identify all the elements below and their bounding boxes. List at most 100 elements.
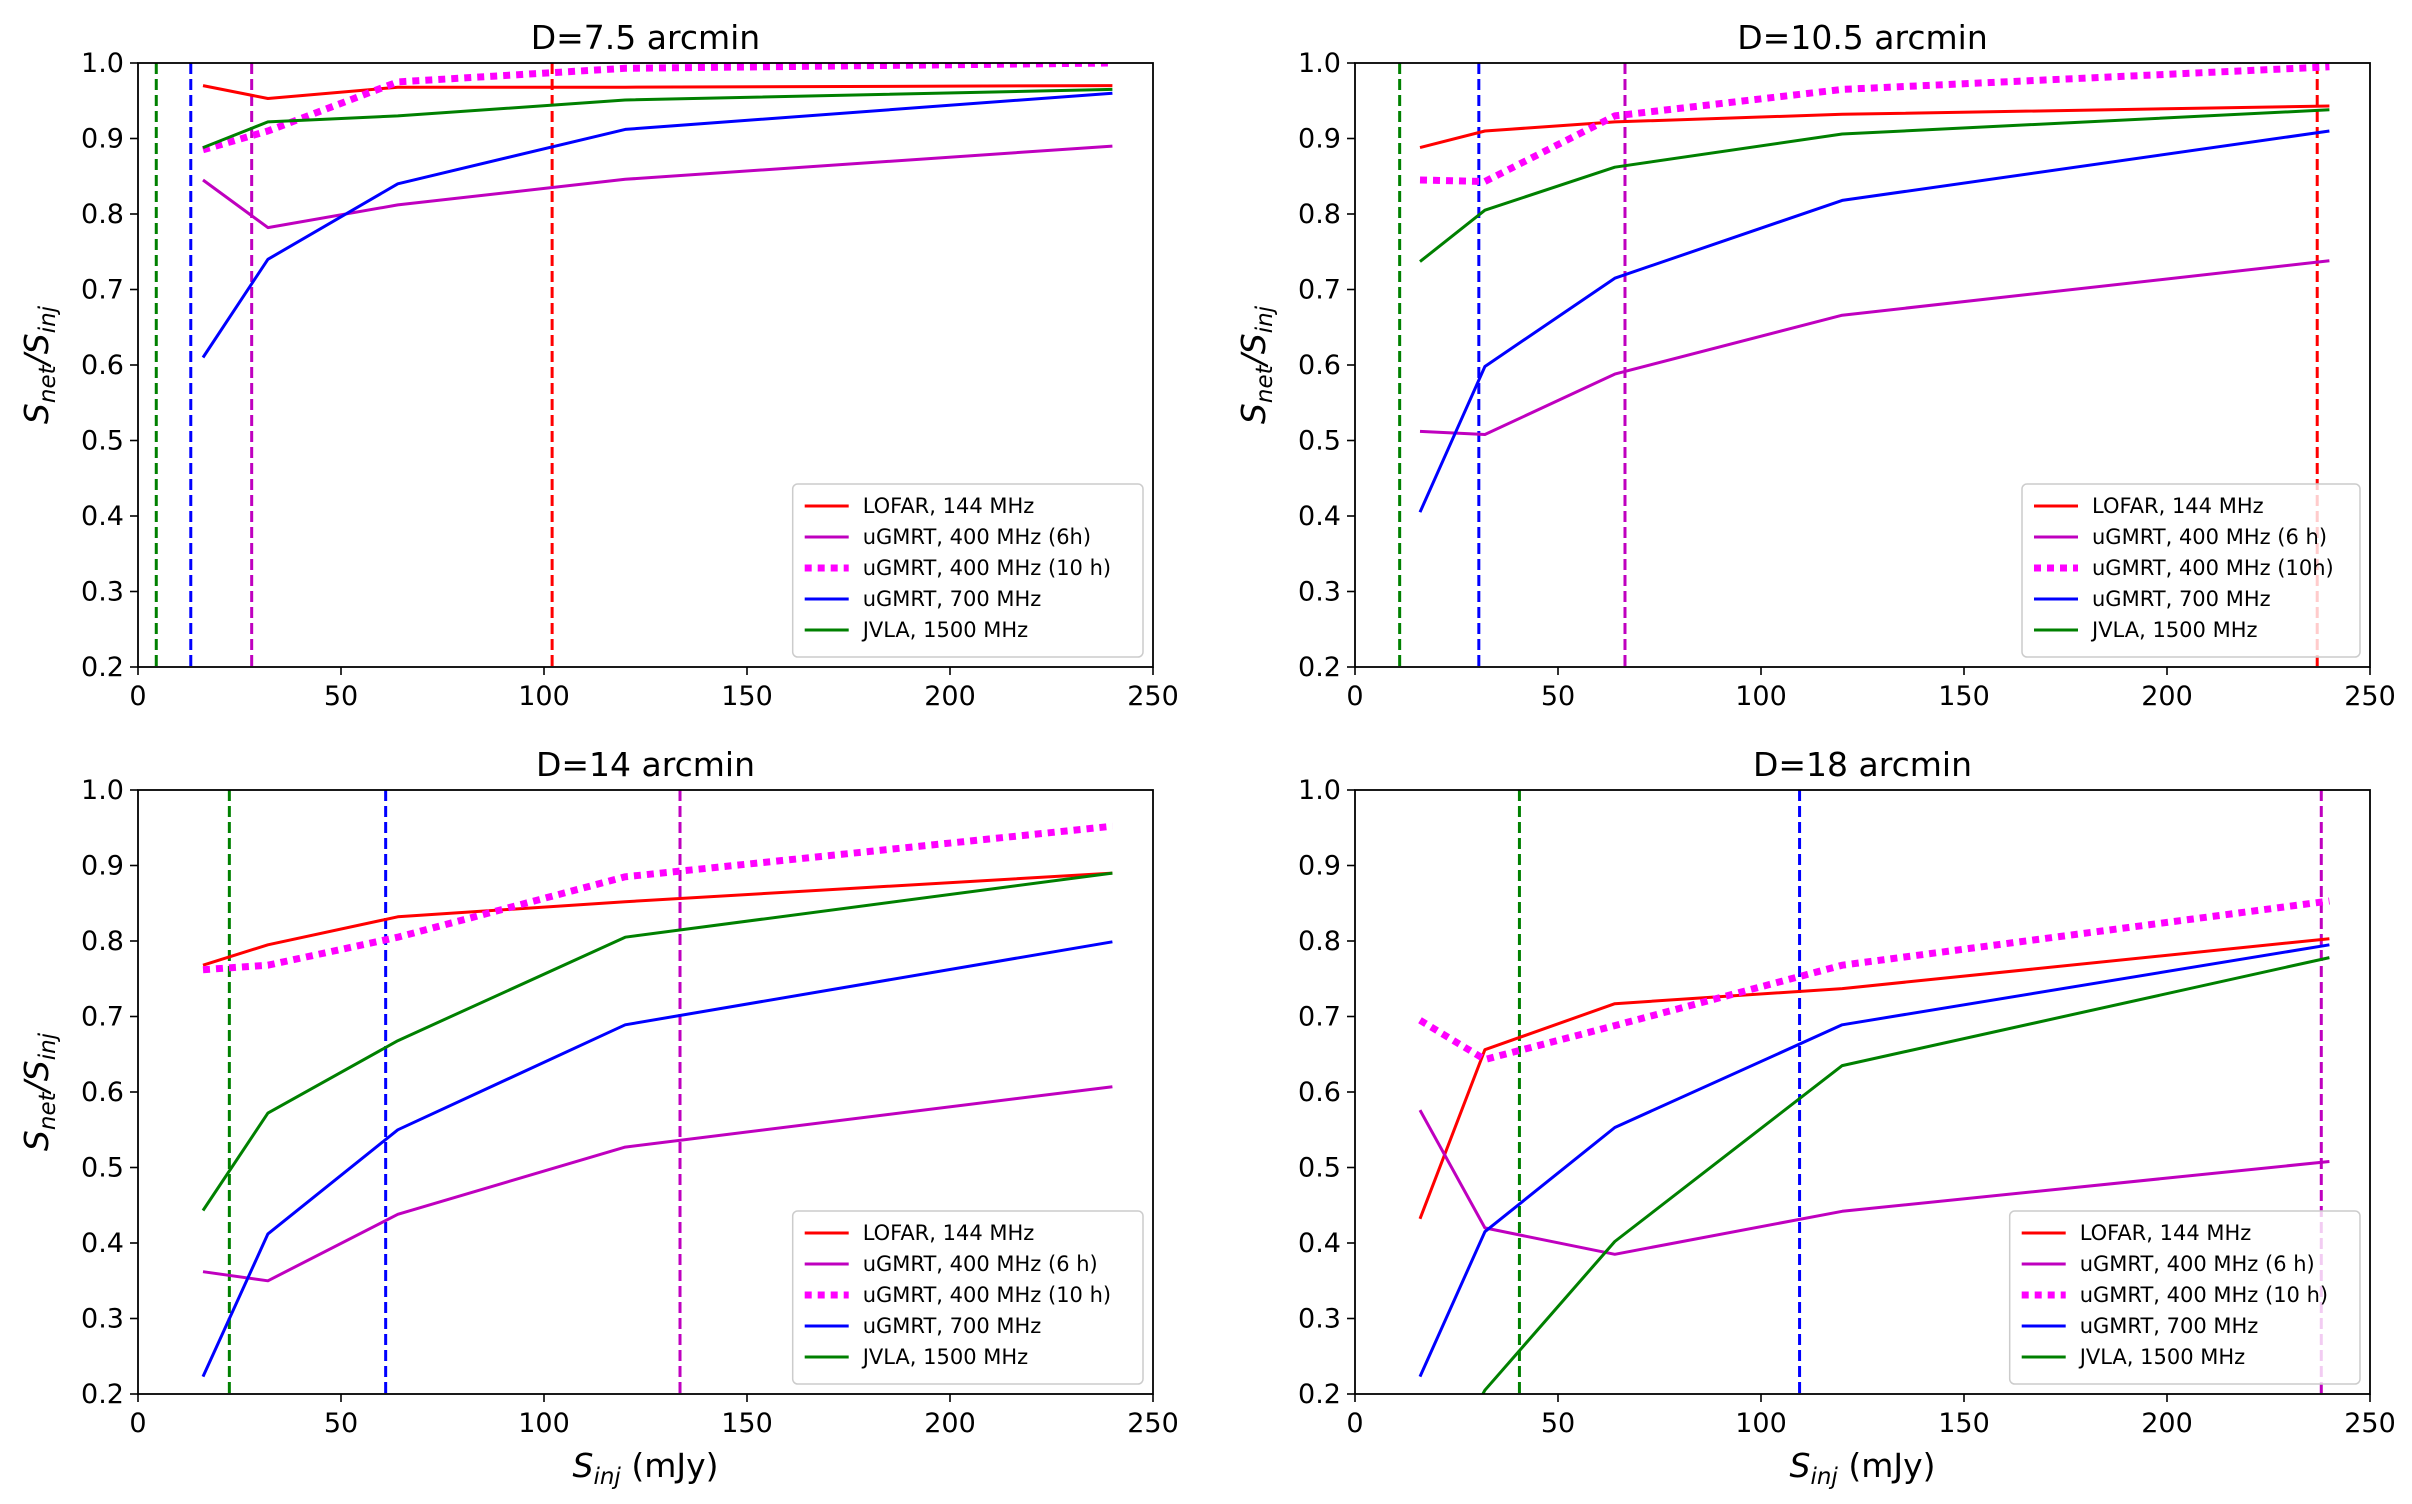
- legend-label: uGMRT, 400 MHz (10 h): [863, 1283, 1111, 1307]
- x-tick-label: 100: [1735, 681, 1787, 712]
- y-tick-label: 0.3: [81, 577, 124, 608]
- x-tick-label: 50: [324, 681, 358, 712]
- x-tick-label: 200: [924, 1408, 976, 1439]
- series-line: [202, 84, 1113, 100]
- y-tick-label: 0.7: [81, 1002, 124, 1033]
- y-tick-label: 0.2: [81, 1379, 124, 1410]
- y-tick-label: 0.8: [1298, 199, 1341, 230]
- legend: LOFAR, 144 MHz uGMRT, 400 MHz (6 h) uGMRT,…: [2008, 1210, 2361, 1385]
- series-line: [202, 144, 1113, 230]
- y-tick-label: 0.8: [1298, 926, 1341, 957]
- y-tick-label: 0.2: [81, 652, 124, 683]
- y-tick-label: 1.0: [1298, 48, 1341, 79]
- y-tick-label: 1.0: [1298, 775, 1341, 806]
- y-tick-label: 0.8: [81, 199, 124, 230]
- legend-label: JVLA, 1500 MHz: [861, 1345, 1029, 1369]
- plot-area: [201, 790, 1113, 1394]
- x-tick-label: 250: [1127, 681, 1179, 712]
- x-axis-label: Sinj (mJy): [573, 1446, 719, 1490]
- y-tick-label: 1.0: [81, 48, 124, 79]
- x-tick-label: 100: [518, 1408, 570, 1439]
- legend: LOFAR, 144 MHz uGMRT, 400 MHz (6h) uGMRT, …: [791, 483, 1144, 658]
- x-tick-label: 150: [1938, 681, 1990, 712]
- series-line: [1419, 104, 2330, 150]
- legend-label: LOFAR, 144 MHz: [863, 1221, 1035, 1245]
- chart-title: D=18 arcmin: [1753, 745, 1972, 784]
- series-line: [1418, 897, 2330, 1063]
- legend-box: [791, 1210, 1144, 1385]
- y-tick-label: 0.7: [1298, 1002, 1341, 1033]
- x-tick-label: 200: [2141, 681, 2193, 712]
- y-tick-label: 0.2: [1298, 652, 1341, 683]
- y-tick-label: 0.5: [81, 1153, 124, 1184]
- x-tick-label: 100: [1735, 1408, 1787, 1439]
- x-tick-label: 150: [721, 1408, 773, 1439]
- series-line: [202, 871, 1113, 967]
- series-line: [1418, 129, 2330, 513]
- y-tick-label: 0.3: [1298, 1304, 1341, 1335]
- y-tick-label: 0.7: [81, 275, 124, 306]
- x-tick-label: 250: [2344, 681, 2396, 712]
- legend-label: JVLA, 1500 MHz: [861, 618, 1029, 642]
- series-line: [202, 822, 1113, 974]
- y-tick-label: 0.6: [1298, 1077, 1341, 1108]
- y-tick-label: 0.4: [81, 501, 124, 532]
- legend-label: uGMRT, 400 MHz (6 h): [2080, 1252, 2315, 1276]
- y-tick-label: 0.5: [81, 426, 124, 457]
- x-tick-label: 0: [1346, 681, 1363, 712]
- y-tick-label: 0.9: [81, 851, 124, 882]
- axes-frame: [1354, 789, 2371, 1395]
- y-tick-label: 0.5: [1298, 426, 1341, 457]
- legend-box: [791, 483, 1144, 658]
- legend-label: uGMRT, 400 MHz (6h): [863, 525, 1091, 549]
- legend-label: LOFAR, 144 MHz: [863, 494, 1035, 518]
- subplot-2: D=10.5 arcmin 0 50 100 150 200 250 0.2 0.3 0.4 0.5…: [1234, 18, 2396, 712]
- y-tick-label: 0.5: [1298, 1153, 1341, 1184]
- y-axis-label: Snet/Sinj: [1234, 305, 1278, 424]
- plot-area: [1398, 63, 2330, 667]
- y-tick-label: 1.0: [81, 775, 124, 806]
- x-tick-label: 50: [1541, 681, 1575, 712]
- series-line: [201, 91, 1113, 359]
- series-line: [202, 1085, 1113, 1283]
- series-line: [1481, 956, 2330, 1394]
- series-line: [1418, 1109, 2330, 1256]
- legend-label: JVLA, 1500 MHz: [2078, 1345, 2246, 1369]
- series-line: [1419, 63, 2330, 185]
- x-tick-label: 100: [518, 681, 570, 712]
- y-tick-label: 0.6: [81, 350, 124, 381]
- x-tick-label: 250: [2344, 1408, 2396, 1439]
- series-line: [1418, 943, 2330, 1378]
- y-tick-label: 0.6: [81, 1077, 124, 1108]
- legend-box: [2008, 1210, 2361, 1385]
- y-tick-label: 0.9: [81, 124, 124, 155]
- legend-label: uGMRT, 700 MHz: [2080, 1314, 2259, 1338]
- subplot-1: D=7.5 arcmin 0 50 100 150 200 250 0.2 0.3 0.4 0.5 0…: [17, 18, 1179, 712]
- series-line: [201, 940, 1113, 1378]
- x-tick-label: 0: [129, 681, 146, 712]
- y-tick-label: 0.4: [81, 1228, 124, 1259]
- x-tick-label: 250: [1127, 1408, 1179, 1439]
- x-tick-label: 150: [721, 681, 773, 712]
- x-axis-label: Sinj (mJy): [1790, 1446, 1936, 1490]
- chart-title: D=10.5 arcmin: [1737, 18, 1987, 57]
- x-tick-label: 50: [324, 1408, 358, 1439]
- legend-label: JVLA, 1500 MHz: [2090, 618, 2258, 642]
- series-line: [1419, 259, 2330, 436]
- legend-label: LOFAR, 144 MHz: [2092, 494, 2264, 518]
- legend-label: uGMRT, 400 MHz (6 h): [2092, 525, 2327, 549]
- legend-label: uGMRT, 400 MHz (10 h): [863, 556, 1111, 580]
- legend-label: uGMRT, 400 MHz (6 h): [863, 1252, 1098, 1276]
- legend-label: uGMRT, 700 MHz: [2092, 587, 2271, 611]
- x-tick-label: 200: [924, 681, 976, 712]
- legend: LOFAR, 144 MHz uGMRT, 400 MHz (6 h) uGMRT,…: [791, 1210, 1144, 1385]
- subplot-3: D=14 arcmin 0 50 100 150 200 250 0.2 0.3 0.4 0.5 0.…: [17, 745, 1179, 1490]
- series-line: [202, 63, 1113, 154]
- x-tick-label: 200: [2141, 1408, 2193, 1439]
- axes-frame: [137, 789, 1154, 1395]
- chart-title: D=14 arcmin: [536, 745, 755, 784]
- plot-area: [154, 63, 1113, 667]
- series-line: [202, 87, 1113, 149]
- axes-frame: [1354, 62, 2371, 668]
- legend-label: uGMRT, 700 MHz: [863, 587, 1042, 611]
